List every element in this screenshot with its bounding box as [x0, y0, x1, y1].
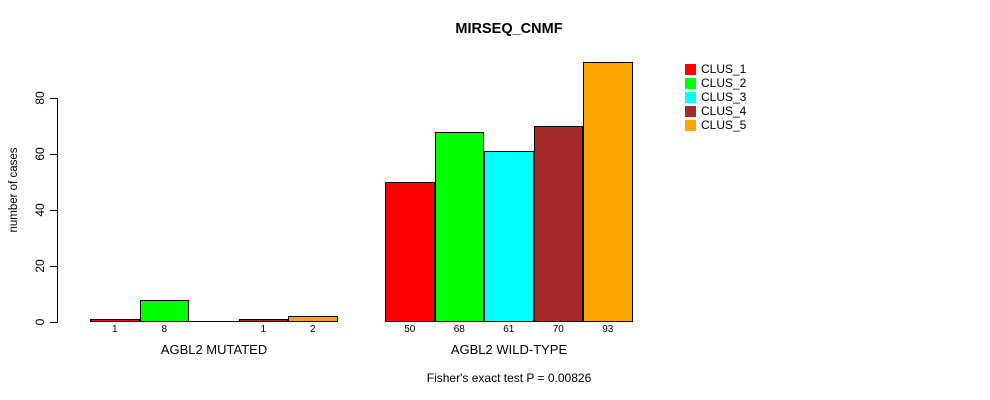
bar-clus_3 [189, 321, 239, 322]
bar-clus_3 [484, 151, 534, 322]
bar-value-label: 8 [161, 324, 168, 335]
legend-item-clus_1: CLUS_1 [685, 62, 746, 76]
y-axis-tick-label: 60 [33, 147, 47, 161]
bar-value-label: 68 [453, 324, 465, 335]
legend: CLUS_1 CLUS_2 CLUS_3 CLUS_4 CLUS_5 [685, 62, 746, 132]
y-axis-tick [50, 97, 57, 99]
bar-clus_1 [385, 182, 435, 322]
y-axis-tick [50, 153, 57, 155]
bar-value-label: 2 [309, 324, 316, 335]
legend-item-label: CLUS_3 [701, 90, 747, 104]
y-axis-tick [50, 265, 57, 267]
bar-value-label: 1 [260, 324, 267, 335]
y-axis-tick-label: 40 [33, 203, 47, 217]
group-label-mutated: AGBL2 MUTATED [160, 342, 268, 357]
legend-item-label: CLUS_2 [701, 76, 747, 90]
legend-swatch-icon [685, 105, 696, 117]
legend-item-clus_4: CLUS_4 [685, 104, 746, 118]
bar-clus_1 [90, 319, 140, 322]
chart-title: MIRSEQ_CNMF [455, 21, 563, 37]
bar-value-label: 93 [602, 324, 614, 335]
bar-value-label: 1 [111, 324, 118, 335]
legend-swatch-icon [685, 119, 696, 131]
group-label-wildtype: AGBL2 WILD-TYPE [450, 342, 568, 357]
legend-item-clus_3: CLUS_3 [685, 90, 746, 104]
y-axis-tick-label: 20 [33, 259, 47, 273]
y-axis-tick [50, 209, 57, 211]
y-axis-tick-label: 0 [33, 318, 47, 326]
y-axis-line [57, 98, 58, 323]
legend-swatch-icon [685, 91, 696, 103]
bar-clus_5 [583, 62, 633, 322]
y-axis-tick [50, 321, 57, 323]
bar-clus_5 [288, 316, 338, 322]
legend-item-label: CLUS_1 [701, 62, 747, 76]
bar-value-label: 70 [552, 324, 564, 335]
legend-item-clus_2: CLUS_2 [685, 76, 746, 90]
legend-item-label: CLUS_4 [701, 104, 747, 118]
bar-value-label: 50 [404, 324, 416, 335]
legend-item-clus_5: CLUS_5 [685, 118, 746, 132]
legend-item-label: CLUS_5 [701, 118, 747, 132]
legend-swatch-icon [685, 77, 696, 89]
pvalue-caption: Fisher's exact test P = 0.00826 [426, 371, 592, 385]
bar-clus_2 [434, 132, 484, 322]
bar-clus_4 [533, 126, 583, 322]
y-axis-tick-label: 80 [33, 91, 47, 105]
legend-swatch-icon [685, 63, 696, 75]
bar-clus_2 [139, 300, 189, 322]
bar-clus_4 [238, 319, 288, 322]
bar-value-label: 61 [503, 324, 515, 335]
y-axis-title: number of cases [8, 147, 20, 233]
